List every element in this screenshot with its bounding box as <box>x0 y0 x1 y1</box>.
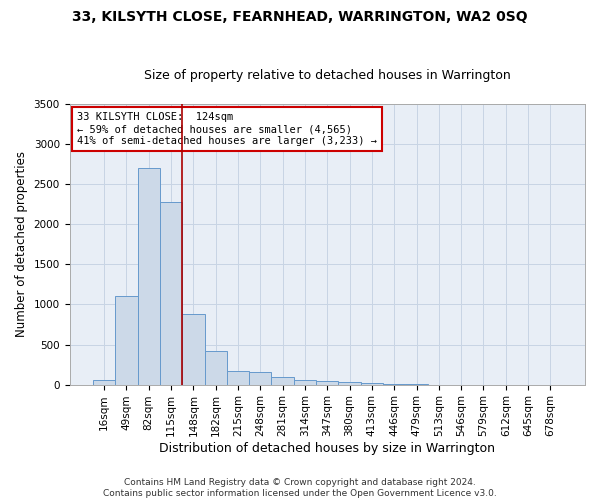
Bar <box>137 168 160 384</box>
Bar <box>93 380 115 384</box>
Bar <box>294 380 316 384</box>
Bar <box>316 380 338 384</box>
Bar <box>205 351 227 384</box>
Bar <box>271 378 294 384</box>
Bar <box>160 202 182 384</box>
Bar <box>338 382 361 384</box>
Text: Contains HM Land Registry data © Crown copyright and database right 2024.
Contai: Contains HM Land Registry data © Crown c… <box>103 478 497 498</box>
Text: 33 KILSYTH CLOSE:  124sqm
← 59% of detached houses are smaller (4,565)
41% of se: 33 KILSYTH CLOSE: 124sqm ← 59% of detach… <box>77 112 377 146</box>
Y-axis label: Number of detached properties: Number of detached properties <box>15 152 28 338</box>
Bar <box>115 296 137 384</box>
X-axis label: Distribution of detached houses by size in Warrington: Distribution of detached houses by size … <box>159 442 495 455</box>
Bar <box>182 314 205 384</box>
Bar <box>227 370 249 384</box>
Text: 33, KILSYTH CLOSE, FEARNHEAD, WARRINGTON, WA2 0SQ: 33, KILSYTH CLOSE, FEARNHEAD, WARRINGTON… <box>72 10 528 24</box>
Bar <box>361 383 383 384</box>
Title: Size of property relative to detached houses in Warrington: Size of property relative to detached ho… <box>144 69 511 82</box>
Bar <box>249 372 271 384</box>
